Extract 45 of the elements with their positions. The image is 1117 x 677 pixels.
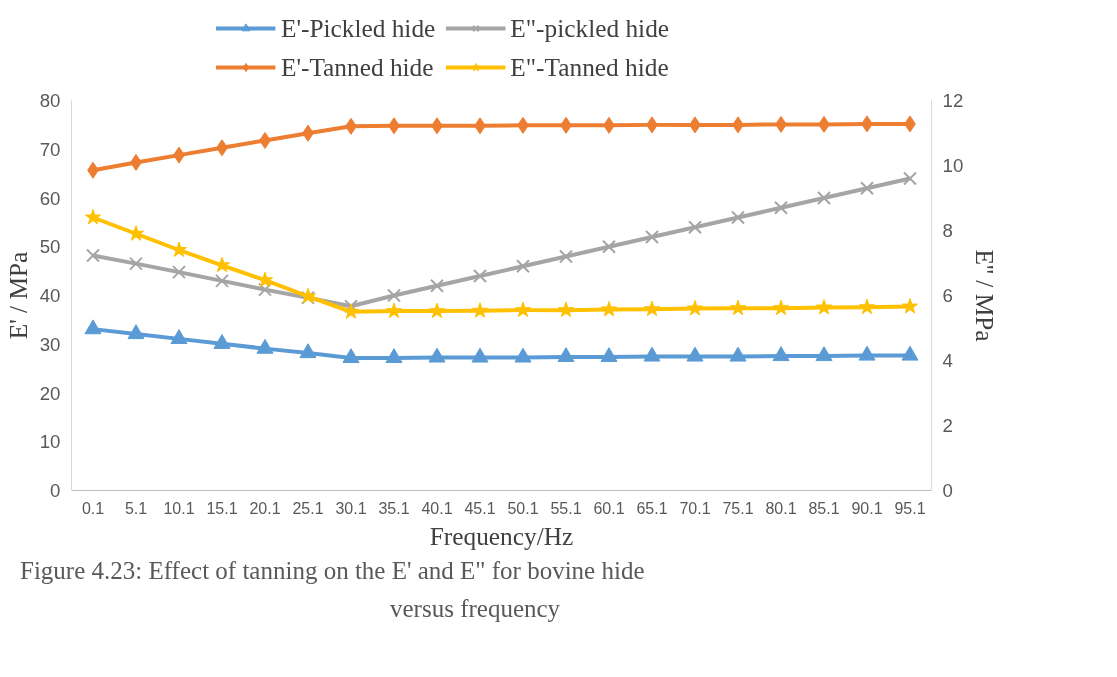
x-tick-label: 5.1: [124, 499, 148, 517]
caption: Figure 4.23: Effect of tanning on the E' and E" for bovine hide: [20, 557, 645, 585]
x-tick-label: 0.1: [81, 499, 105, 517]
x-axis-title: Frequency/Hz: [429, 521, 574, 550]
text: versus frequency: [390, 595, 561, 623]
y-tick-label: 30: [39, 333, 61, 355]
y2-tick-label: 12: [942, 90, 964, 111]
legend-label: E'-Tanned hide: [280, 52, 434, 82]
legend-label: E"-pickled hide: [510, 13, 670, 43]
y-tick-label: 70: [39, 138, 61, 160]
x-tick-label: 10.1: [163, 499, 195, 517]
legend-label: E"-Tanned hide: [510, 52, 669, 82]
y2-tick-label: 0: [942, 480, 953, 501]
x-tick-label: 85.1: [808, 499, 840, 517]
y2-axis-title: E'' / MPa: [971, 249, 1000, 342]
y2-tick-label: 10: [942, 155, 964, 176]
y-tick-label: 60: [39, 187, 61, 209]
x-tick-label: 20.1: [249, 499, 281, 517]
x-tick-label: 90.1: [851, 499, 883, 517]
y-tick-label: 40: [39, 285, 61, 306]
x-tick-label: 30.1: [335, 499, 367, 517]
x-tick-label: 55.1: [550, 499, 582, 517]
x-tick-label: 60.1: [593, 499, 625, 517]
y2-tick-label: 6: [942, 285, 953, 306]
x-tick-label: 25.1: [292, 499, 324, 517]
y-tick-label: 50: [39, 236, 61, 258]
x-tick-label: 50.1: [507, 499, 539, 517]
x-tick-label: 95.1: [894, 499, 926, 517]
x-tick-label: 35.1: [378, 499, 410, 517]
y-tick-label: 20: [39, 382, 61, 404]
x-tick-label: 45.1: [464, 499, 496, 517]
y2-tick-label: 4: [942, 350, 953, 371]
y2-tick-label: 2: [942, 415, 953, 436]
x-tick-label: 75.1: [722, 499, 754, 517]
y-tick-label: 0: [50, 480, 61, 501]
y-axis-title: E' / MPa: [3, 251, 32, 340]
x-tick-label: 65.1: [636, 499, 668, 517]
x-tick-label: 15.1: [206, 499, 238, 517]
x-tick-label: 40.1: [421, 499, 453, 517]
y2-tick-label: 8: [942, 220, 953, 241]
legend-label: E'-Pickled hide: [280, 13, 436, 43]
x-tick-label: 80.1: [765, 499, 797, 517]
y-tick-label: 10: [39, 431, 61, 453]
x-tick-label: 70.1: [679, 499, 711, 517]
y-tick-label: 80: [39, 90, 61, 111]
